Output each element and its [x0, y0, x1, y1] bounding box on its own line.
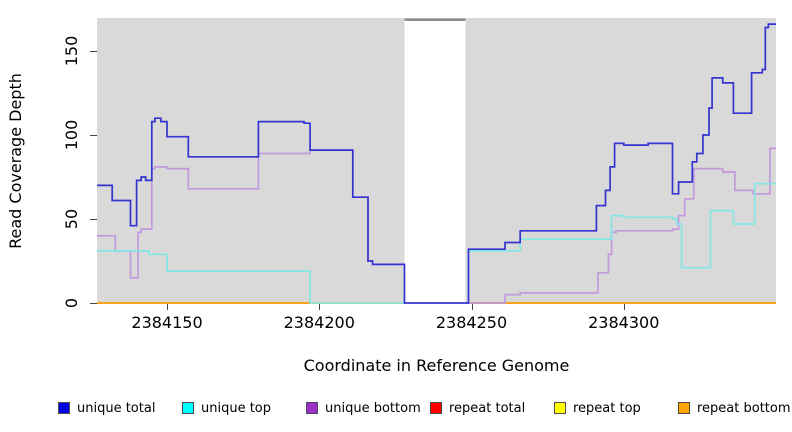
legend-label: repeat bottom: [697, 401, 791, 416]
y-tick-label: 100: [62, 119, 81, 151]
x-tick-label: 2384250: [435, 313, 508, 332]
y-tick-label: 50: [62, 208, 81, 230]
legend-swatch-repeat-total: [430, 402, 442, 414]
x-tick-mark: [167, 304, 169, 310]
legend-swatch-repeat-bottom: [678, 402, 690, 414]
y-tick-mark: [90, 303, 97, 304]
y-tick-label: 150: [62, 35, 81, 67]
legend-swatch-unique-total: [58, 402, 70, 414]
x-tick-mark: [623, 304, 625, 310]
x-tick-label: 2384200: [283, 313, 355, 332]
legend-swatch-unique-bottom: [306, 402, 318, 414]
y-tick-mark: [90, 135, 97, 136]
y-tick-mark: [90, 51, 97, 52]
legend-label: unique bottom: [325, 401, 421, 416]
plot-panel: [97, 18, 776, 304]
legend-label: repeat top: [573, 401, 641, 416]
y-tick-mark: [90, 219, 97, 220]
legend-label: repeat total: [449, 401, 526, 416]
series-unique-top: [97, 182, 776, 304]
gap-top-line: [404, 18, 466, 21]
series-unique-total: [97, 23, 776, 304]
x-axis-title: Coordinate in Reference Genome: [303, 356, 570, 375]
x-tick-mark: [319, 304, 321, 310]
gap-region: [404, 21, 466, 304]
y-tick-label: 0: [62, 297, 81, 309]
legend-swatch-repeat-top: [554, 402, 566, 414]
coverage-plot-svg: [97, 18, 776, 304]
x-tick-mark: [471, 304, 473, 310]
x-tick-label: 2384150: [131, 313, 203, 332]
legend-swatch-unique-top: [182, 402, 194, 414]
y-axis-title: Read Coverage Depth: [6, 73, 25, 249]
legend-label: unique top: [201, 401, 272, 416]
legend-label: unique total: [77, 401, 156, 416]
x-tick-label: 2384300: [588, 313, 660, 332]
